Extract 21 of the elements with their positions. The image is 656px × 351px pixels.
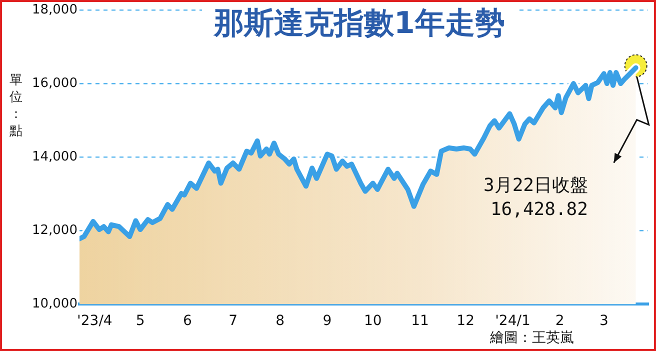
x-tick-label: '24/1	[495, 313, 530, 330]
x-tick-label: 12	[456, 313, 475, 330]
y-tick-label: 12,000	[32, 223, 78, 238]
x-tick-label: 9	[322, 313, 332, 330]
x-tick-label: 3	[599, 313, 608, 330]
y-tick-label: 16,000	[32, 76, 78, 91]
x-tick-label: 6	[182, 313, 192, 330]
annotation: 3月22日收盤 16,428.82	[483, 174, 588, 222]
y-axis-title: 單位：點	[8, 72, 24, 140]
x-tick-label: 8	[276, 313, 285, 330]
chart-title: 那斯達克指數1年走勢	[202, 4, 517, 44]
x-tick-label: 10	[364, 313, 382, 330]
x-tick-label: '23/4	[77, 313, 112, 330]
x-tick-label: 5	[136, 313, 145, 330]
x-tick-label: 2	[555, 313, 564, 330]
x-tick-label: 11	[411, 313, 429, 330]
x-tick-label: 7	[228, 313, 238, 330]
y-tick-label: 14,000	[32, 149, 78, 164]
text: 繪圖：王英嵐	[490, 329, 574, 347]
y-tick-label: 18,000	[32, 2, 78, 18]
y-tick-label: 10,000	[32, 296, 78, 312]
